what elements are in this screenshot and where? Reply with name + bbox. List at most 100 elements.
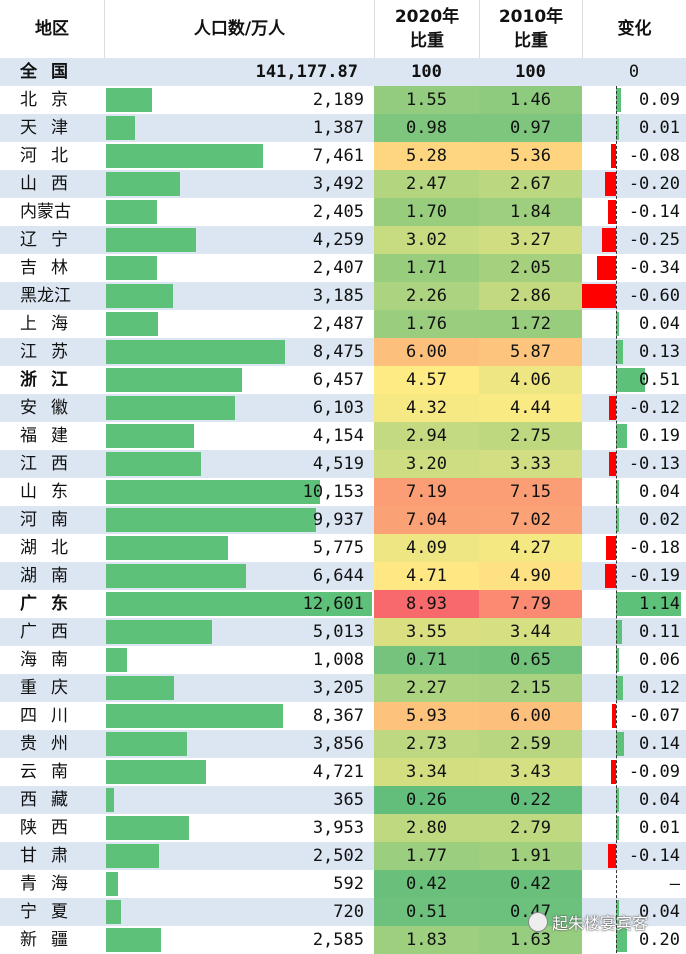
change-cell: 0.12	[582, 674, 686, 702]
national-name: 全国	[20, 62, 82, 82]
population-bar	[106, 424, 194, 448]
population-value: 4,259	[312, 230, 364, 250]
population-value: 2,189	[312, 90, 364, 110]
national-row: 全国 141,177.87 100 100 0	[0, 58, 686, 86]
table-row: 新疆 2,585 1.83 1.63 0.20	[0, 926, 686, 954]
region-name: 辽宁	[0, 226, 104, 254]
share-2020-value: 2.80	[374, 814, 479, 842]
population-cell: 7,461	[104, 142, 374, 170]
population-bar	[106, 144, 264, 168]
change-cell: -0.60	[582, 282, 686, 310]
change-value: -0.19	[628, 566, 680, 586]
population-cell: 5,775	[104, 534, 374, 562]
population-cell: 12,601	[104, 590, 374, 618]
change-value: 0.14	[639, 734, 680, 754]
region-name: 安徽	[0, 394, 104, 422]
watermark: 起朱楼宴宾客	[528, 910, 648, 934]
change-cell: –	[582, 870, 686, 898]
population-value: 3,185	[312, 286, 364, 306]
region-name: 云南	[20, 762, 82, 782]
national-share-2020: 100	[411, 62, 442, 82]
header-share-2020: 2020年 比重	[374, 0, 479, 58]
share-2020-value: 4.71	[374, 562, 479, 590]
change-bar	[616, 620, 623, 644]
national-share-2010: 100	[515, 62, 546, 82]
population-value: 6,103	[312, 398, 364, 418]
population-bar	[106, 284, 174, 308]
change-cell: 0.11	[582, 618, 686, 646]
share-2020-value: 1.71	[374, 254, 479, 282]
region-name: 吉林	[20, 258, 82, 278]
table-row: 广西 5,013 3.55 3.44 0.11	[0, 618, 686, 646]
table-row: 河南 9,937 7.04 7.02 0.02	[0, 506, 686, 534]
change-bar	[616, 480, 619, 504]
population-cell: 1,008	[104, 646, 374, 674]
change-value: -0.14	[628, 846, 680, 866]
population-cell: 4,154	[104, 422, 374, 450]
population-cell: 3,856	[104, 730, 374, 758]
region-name: 陕西	[20, 818, 82, 838]
population-value: 2,407	[312, 258, 364, 278]
population-value: 3,205	[312, 678, 364, 698]
change-cell: 0.13	[582, 338, 686, 366]
change-value: –	[669, 874, 680, 894]
change-value: -0.60	[628, 286, 680, 306]
change-cell: -0.14	[582, 198, 686, 226]
population-bar	[106, 452, 202, 476]
region-name: 青海	[20, 874, 82, 894]
share-2020-value: 1.76	[374, 310, 479, 338]
table-row: 重庆 3,205 2.27 2.15 0.12	[0, 674, 686, 702]
change-cell: 0.04	[582, 478, 686, 506]
wechat-icon	[528, 912, 548, 932]
table-header: 地区 人口数/万人 2020年 比重 2010年 比重 变化	[0, 0, 686, 59]
change-cell: -0.14	[582, 842, 686, 870]
table-row: 四川 8,367 5.93 6.00 -0.07	[0, 702, 686, 730]
share-2010-value: 4.90	[479, 562, 582, 590]
change-cell: 0.04	[582, 786, 686, 814]
population-value: 3,492	[312, 174, 364, 194]
population-cell: 2,502	[104, 842, 374, 870]
change-cell: -0.19	[582, 562, 686, 590]
population-cell: 6,457	[104, 366, 374, 394]
header-share-2010-label: 比重	[513, 31, 548, 51]
population-value: 365	[333, 790, 364, 810]
change-cell: 0.19	[582, 422, 686, 450]
population-cell: 6,644	[104, 562, 374, 590]
population-cell: 592	[104, 870, 374, 898]
change-bar	[605, 536, 616, 560]
share-2010-value: 2.05	[479, 254, 582, 282]
population-value: 4,721	[312, 762, 364, 782]
table-row: 山东 10,153 7.19 7.15 0.04	[0, 478, 686, 506]
share-2020-value: 0.42	[374, 870, 479, 898]
region-name: 贵州	[0, 730, 104, 758]
population-bar	[106, 508, 316, 532]
change-bar	[608, 844, 616, 868]
change-bar	[616, 732, 624, 756]
change-value: 0.09	[639, 90, 680, 110]
header-population: 人口数/万人	[104, 0, 374, 58]
population-cell: 365	[104, 786, 374, 814]
change-value: 0.04	[639, 314, 680, 334]
change-value: 0.12	[639, 678, 680, 698]
population-value: 7,461	[312, 146, 364, 166]
population-bar	[106, 872, 119, 896]
change-bar	[611, 144, 616, 168]
population-value: 5,775	[312, 538, 364, 558]
share-2020-value: 0.71	[374, 646, 479, 674]
table-row: 云南 4,721 3.34 3.43 -0.09	[0, 758, 686, 786]
share-2010-value: 4.27	[479, 534, 582, 562]
share-2020-value: 1.55	[374, 86, 479, 114]
population-value: 2,405	[312, 202, 364, 222]
change-cell: -0.25	[582, 226, 686, 254]
change-value: 0.04	[639, 790, 680, 810]
region-name: 山东	[20, 482, 82, 502]
population-bar	[106, 200, 157, 224]
share-2010-value: 3.33	[479, 450, 582, 478]
population-cell: 2,405	[104, 198, 374, 226]
share-2010-value: 5.36	[479, 142, 582, 170]
population-value: 2,502	[312, 846, 364, 866]
change-bar	[616, 424, 627, 448]
change-value: -0.12	[628, 398, 680, 418]
share-2020-value: 4.57	[374, 366, 479, 394]
